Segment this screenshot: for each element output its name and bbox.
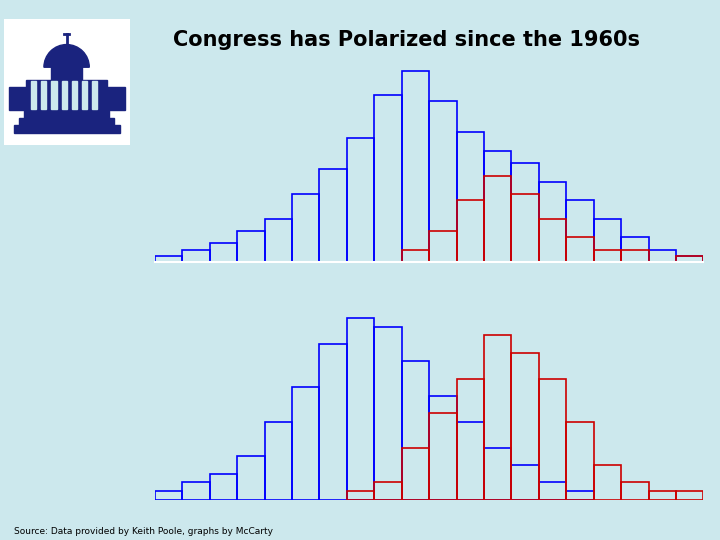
Bar [484, 176, 511, 262]
Bar [539, 379, 566, 500]
Bar [92, 81, 96, 109]
Bar [72, 81, 77, 109]
Bar [539, 219, 566, 262]
Bar [566, 422, 594, 500]
Bar [429, 396, 456, 500]
Bar [456, 422, 484, 500]
Text: Congress has Polarized since the 1960s: Congress has Polarized since the 1960s [174, 30, 640, 50]
Bar [237, 231, 264, 262]
Bar [402, 448, 429, 500]
Bar [62, 81, 67, 109]
Bar [292, 387, 320, 500]
Bar [320, 170, 347, 262]
Bar [52, 81, 57, 109]
Bar [264, 219, 292, 262]
Bar [429, 231, 456, 262]
Bar [9, 87, 29, 110]
Bar [676, 491, 703, 500]
Bar [52, 66, 82, 82]
Bar [402, 249, 429, 262]
Bar [27, 80, 107, 110]
Bar [621, 482, 649, 500]
Bar [539, 181, 566, 262]
Bar [19, 118, 114, 125]
Bar [374, 327, 402, 500]
Bar [210, 474, 237, 500]
Bar [566, 491, 594, 500]
Bar [456, 132, 484, 262]
Bar [82, 81, 87, 109]
Bar [155, 491, 182, 500]
Bar [621, 237, 649, 262]
Bar [429, 102, 456, 262]
Bar [32, 81, 36, 109]
Bar [24, 110, 109, 118]
Bar [539, 482, 566, 500]
Bar [676, 256, 703, 262]
Bar [594, 219, 621, 262]
Bar [566, 237, 594, 262]
Bar [649, 491, 676, 500]
Bar [649, 249, 676, 262]
Bar [484, 335, 511, 500]
Bar [511, 353, 539, 500]
Bar [14, 125, 120, 133]
Bar [237, 456, 264, 500]
Bar [104, 87, 125, 110]
Bar [182, 249, 210, 262]
Bar [347, 138, 374, 262]
Bar [182, 482, 210, 500]
Bar [402, 71, 429, 262]
Bar [42, 81, 46, 109]
Bar [594, 465, 621, 500]
Text: Source: Data provided by Keith Poole, graphs by McCarty: Source: Data provided by Keith Poole, gr… [14, 526, 274, 536]
Bar [511, 465, 539, 500]
Wedge shape [44, 45, 89, 68]
Bar [456, 379, 484, 500]
Bar [292, 194, 320, 262]
Bar [456, 200, 484, 262]
Bar [374, 95, 402, 262]
Bar [374, 482, 402, 500]
Bar [621, 249, 649, 262]
Bar [347, 318, 374, 500]
Bar [676, 256, 703, 262]
Bar [594, 249, 621, 262]
Bar [566, 200, 594, 262]
Bar [347, 491, 374, 500]
Bar [511, 163, 539, 262]
Bar [429, 413, 456, 500]
Bar [484, 448, 511, 500]
Bar [155, 256, 182, 262]
Bar [484, 151, 511, 262]
Bar [320, 344, 347, 500]
Bar [210, 244, 237, 262]
Bar [264, 422, 292, 500]
Bar [402, 361, 429, 500]
Bar [511, 194, 539, 262]
